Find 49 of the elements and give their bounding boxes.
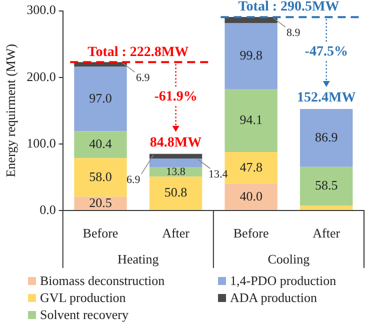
- legend-label: GVL production: [39, 289, 127, 306]
- bar: [224, 89, 278, 152]
- bar: [224, 184, 278, 210]
- data-label: 6.9: [136, 72, 150, 84]
- y-tick-label: 300.0: [26, 2, 56, 18]
- bar: [149, 154, 202, 159]
- legend-label: Solvent recovery: [39, 306, 130, 323]
- x-tick-label: Before: [233, 226, 269, 241]
- total-label: Total : 222.8MW: [88, 44, 189, 60]
- annotation: -47.5%: [304, 44, 348, 60]
- bar: [300, 166, 353, 206]
- bar: [74, 66, 127, 132]
- data-label: 58.5: [314, 178, 338, 193]
- data-label: 40.4: [89, 136, 112, 152]
- data-label: 94.1: [240, 112, 262, 128]
- total-label: Total : 290.5MW: [238, 0, 340, 15]
- text: Heating: [118, 251, 160, 266]
- x-tick-label: After: [312, 226, 341, 241]
- bar: [149, 176, 202, 210]
- y-axis-title: Energy requirment (MW): [3, 44, 18, 178]
- legend-label: ADA production: [229, 289, 318, 306]
- data-label: 58.0: [89, 168, 112, 184]
- data-label: 47.8: [240, 159, 262, 174]
- legend-label: Biomass deconstruction: [39, 272, 166, 289]
- bar: [74, 158, 127, 197]
- bar: [300, 109, 353, 167]
- x-tick-label: After: [162, 226, 190, 241]
- data-label: 97.0: [89, 90, 112, 106]
- annotation: -61.9%: [154, 90, 198, 105]
- total-label: 152.4MW: [296, 90, 356, 106]
- data-label: 20.5: [89, 194, 112, 210]
- legend-label: 1,4-PDO production: [229, 272, 338, 289]
- data-label: 50.8: [164, 184, 188, 200]
- bar: [224, 22, 278, 90]
- total-label: 84.8MW: [150, 136, 202, 151]
- x-tick-label: Before: [82, 226, 118, 241]
- data-label: 6.9: [126, 174, 141, 186]
- text: Cooling: [268, 251, 310, 266]
- data-label: 8.9: [286, 26, 301, 39]
- bar: [149, 158, 202, 168]
- y-tick-label: 100.0: [26, 135, 56, 150]
- data-label: 40.0: [240, 188, 262, 204]
- bar: [74, 131, 127, 158]
- bar: [300, 206, 353, 210]
- data-label: 86.9: [314, 129, 338, 144]
- data-label: 99.8: [240, 48, 262, 63]
- data-label: 13.8: [166, 166, 186, 178]
- y-tick-label: 200.0: [26, 68, 56, 84]
- y-tick-label: 0.0: [40, 202, 56, 217]
